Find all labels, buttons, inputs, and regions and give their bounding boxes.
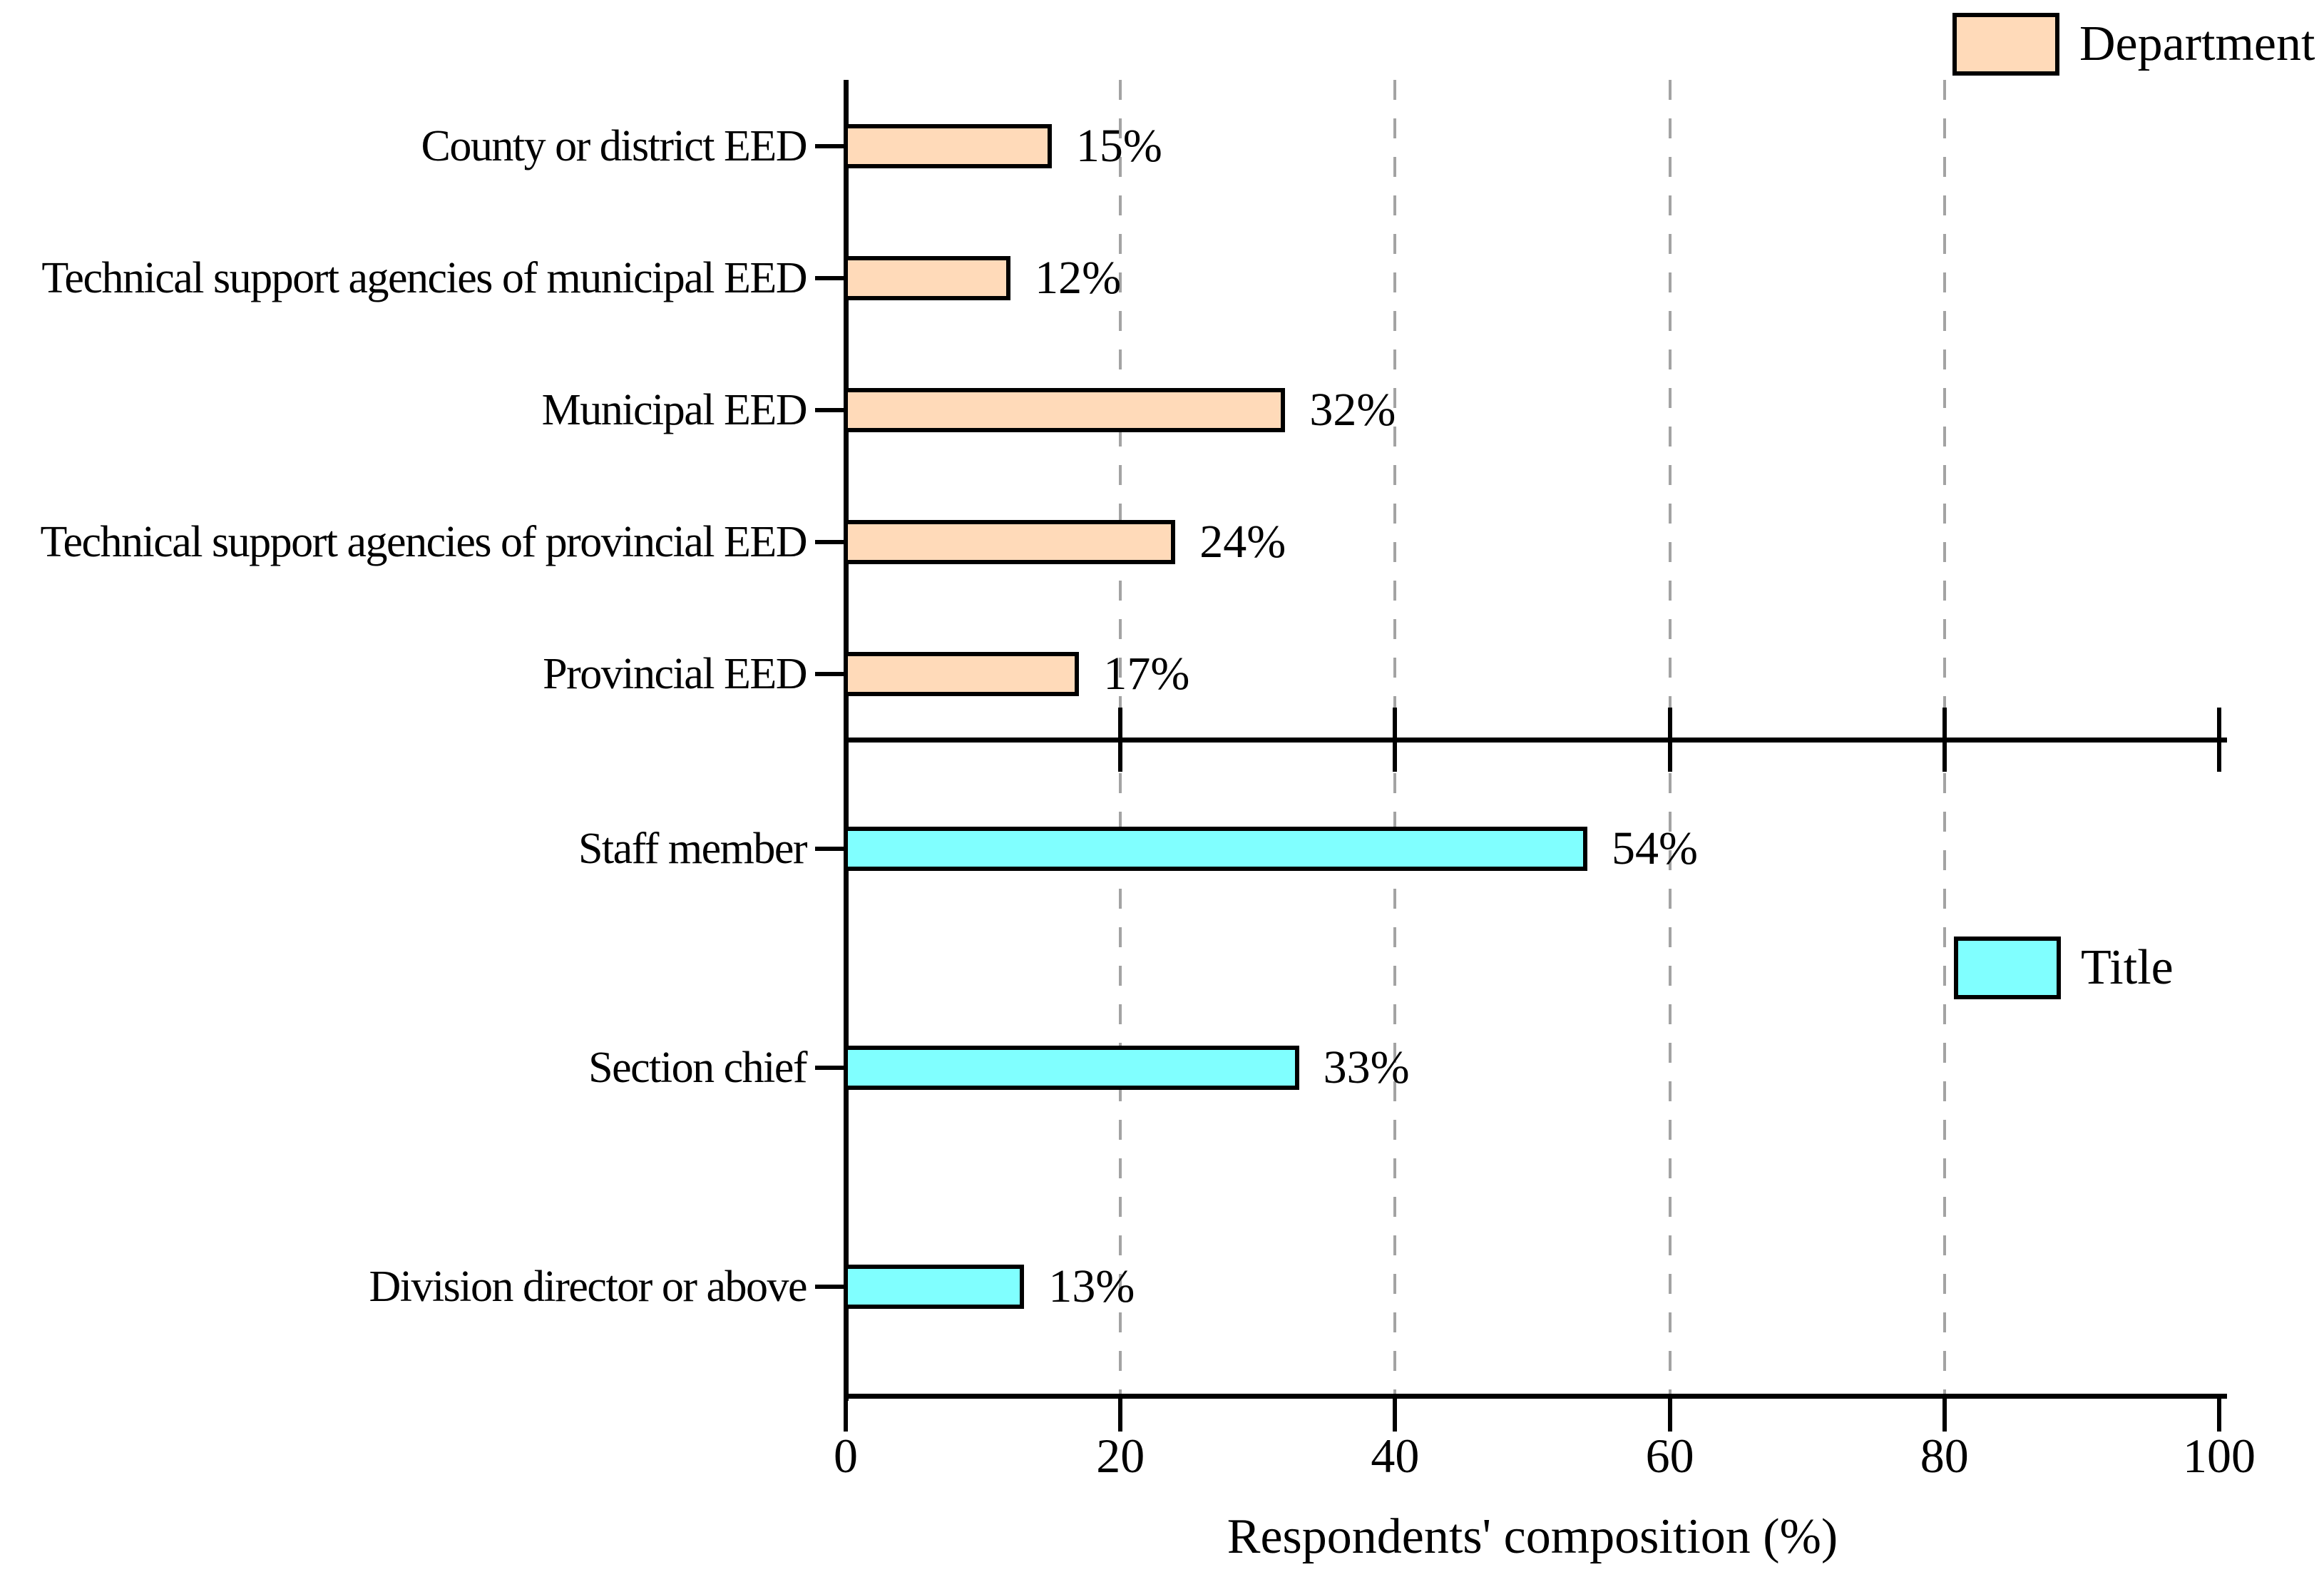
x-axis-tick: [1118, 1399, 1123, 1432]
category-tick: [815, 539, 844, 544]
category-label: Division director or above: [369, 1262, 807, 1311]
bar: [844, 255, 1011, 300]
bar: [844, 651, 1080, 696]
bar: [844, 123, 1052, 168]
category-label: Provincial EED: [543, 649, 807, 698]
category-label: Staff member: [578, 825, 808, 874]
category-tick: [815, 1066, 844, 1070]
x-axis-tick: [1942, 1399, 1947, 1432]
category-tick: [815, 407, 844, 412]
legend-department: Department: [1952, 11, 2315, 78]
x-tick-label: 40: [1371, 1429, 1420, 1483]
bottom-axis-line: [844, 1394, 2227, 1399]
mid-axis-tick: [1118, 708, 1123, 772]
x-tick-label: 0: [834, 1429, 858, 1483]
bar: [844, 1046, 1299, 1090]
x-tick-label: 20: [1096, 1429, 1145, 1483]
legend-title: Title: [1954, 934, 2174, 1001]
mid-axis-line: [844, 738, 2227, 743]
x-tick-label: 100: [2183, 1429, 2256, 1483]
category-tick: [815, 1284, 844, 1289]
bar-value-label: 33%: [1323, 1041, 1410, 1093]
x-axis-tick: [1667, 1399, 1672, 1432]
legend-label-department: Department: [2079, 16, 2315, 71]
x-tick-label: 60: [1645, 1429, 1694, 1483]
mid-axis-tick: [1667, 708, 1672, 772]
legend-swatch-title: [1954, 937, 2061, 999]
bar-value-label: 24%: [1199, 515, 1286, 568]
bar: [844, 519, 1176, 564]
mid-axis-tick: [1942, 708, 1947, 772]
category-label: Municipal EED: [541, 385, 808, 434]
x-axis-tick: [1393, 1399, 1398, 1432]
x-axis-title: Respondents' composition (%): [1227, 1509, 1838, 1564]
category-label: Technical support agencies of provincial…: [40, 517, 807, 566]
bar-value-label: 54%: [1612, 822, 1699, 875]
category-tick: [815, 847, 844, 852]
x-axis-tick: [844, 1399, 848, 1432]
category-label: Technical support agencies of municipal …: [41, 253, 807, 302]
bar: [844, 1264, 1025, 1309]
bar-value-label: 12%: [1035, 251, 1122, 304]
category-label: Section chief: [588, 1044, 807, 1092]
bar-value-label: 13%: [1048, 1260, 1135, 1312]
category-tick: [815, 275, 844, 280]
x-axis-tick: [2217, 1399, 2221, 1432]
x-tick-label: 80: [1920, 1429, 1969, 1483]
category-tick: [815, 671, 844, 676]
legend-swatch-department: [1952, 13, 2059, 76]
bar-value-label: 17%: [1103, 647, 1190, 700]
bar: [844, 827, 1588, 872]
bar-value-label: 15%: [1075, 119, 1162, 172]
legend-label-title: Title: [2081, 940, 2174, 995]
mid-axis-tick: [1393, 708, 1398, 772]
mid-axis-tick: [2217, 708, 2221, 772]
bar-value-label: 32%: [1309, 383, 1396, 436]
bar: [844, 387, 1286, 432]
category-tick: [815, 143, 844, 148]
category-label: County or district EED: [421, 121, 808, 170]
